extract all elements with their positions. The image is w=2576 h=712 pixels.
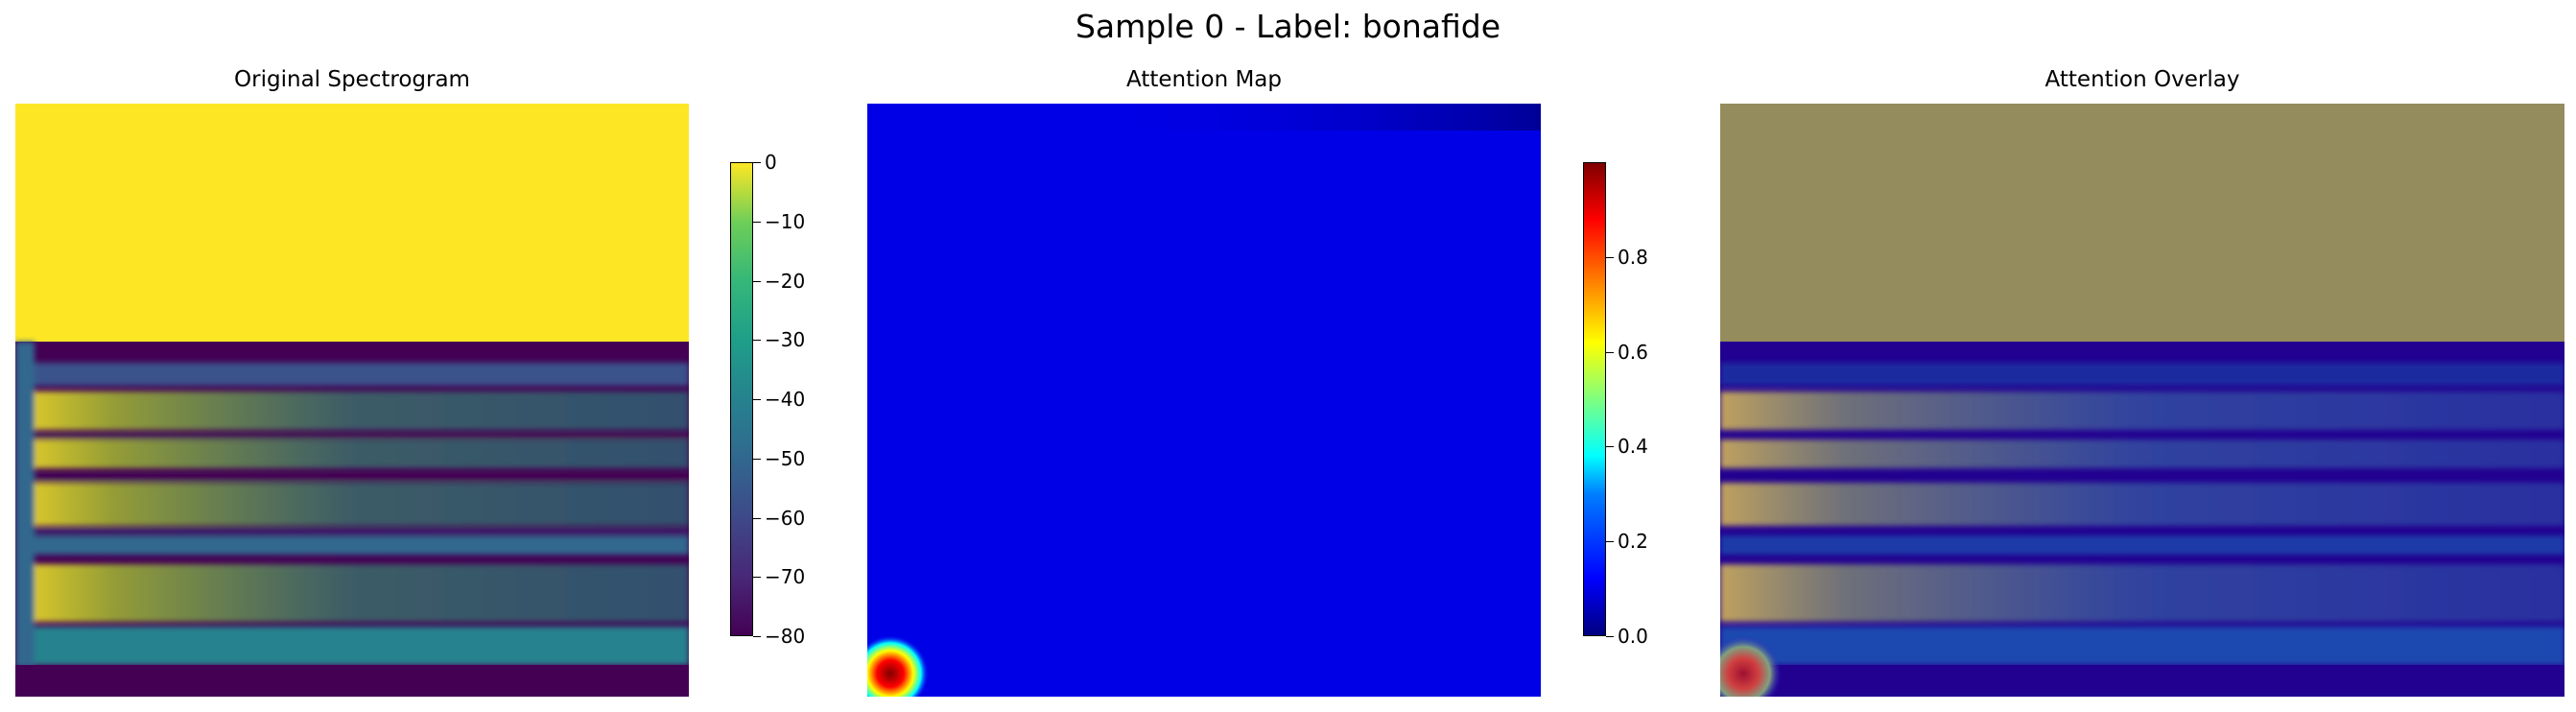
colorbar-spectrogram-tick-label: −40 xyxy=(765,388,806,411)
colorbar-spectrogram-tick-label: −10 xyxy=(765,209,806,233)
panel-title-spectrogram: Original Spectrogram xyxy=(234,67,470,92)
colorbar-spectrogram-tick-label: −70 xyxy=(765,565,806,589)
overlay-image xyxy=(1720,104,2564,697)
colorbar-spectrogram-tick-label: −50 xyxy=(765,446,806,470)
figure-title: Sample 0 - Label: bonafide xyxy=(1075,8,1501,45)
colorbar-spectrogram-tick xyxy=(753,162,761,163)
colorbar-spectrogram-tick xyxy=(753,577,761,579)
colorbar-attention xyxy=(1583,162,1606,636)
colorbar-spectrogram-tick xyxy=(753,340,761,342)
attention-map-image xyxy=(867,104,1541,697)
colorbar-attention-tick-label: 0.8 xyxy=(1618,245,1648,269)
panel-title-overlay: Attention Overlay xyxy=(2044,67,2240,92)
colorbar-spectrogram-tick-label: 0 xyxy=(765,151,777,174)
colorbar-spectrogram-tick-label: −30 xyxy=(765,328,806,352)
colorbar-spectrogram-tick-label: −20 xyxy=(765,269,806,293)
colorbar-attention-tick-label: 0.0 xyxy=(1618,625,1648,648)
colorbar-spectrogram-tick xyxy=(753,636,761,637)
colorbar-attention-tick-label: 0.4 xyxy=(1618,435,1648,459)
colorbar-spectrogram-tick xyxy=(753,517,761,519)
colorbar-spectrogram-tick-label: −80 xyxy=(765,625,806,648)
colorbar-spectrogram-tick xyxy=(753,280,761,282)
panel-title-attention-map: Attention Map xyxy=(1126,67,1282,92)
colorbar-spectrogram-tick xyxy=(753,399,761,400)
colorbar-attention-tick-label: 0.6 xyxy=(1618,340,1648,364)
colorbar-attention-tick xyxy=(1606,256,1614,258)
colorbar-spectrogram-tick-label: −60 xyxy=(765,506,806,530)
colorbar-spectrogram-tick xyxy=(753,458,761,460)
colorbar-attention-tick xyxy=(1606,636,1614,637)
spectrogram-image xyxy=(15,104,689,697)
colorbar-spectrogram-tick xyxy=(753,221,761,223)
colorbar-spectrogram xyxy=(730,162,753,636)
colorbar-attention-tick xyxy=(1606,446,1614,448)
colorbar-attention-tick xyxy=(1606,351,1614,353)
colorbar-attention-tick xyxy=(1606,541,1614,543)
colorbar-attention-tick-label: 0.2 xyxy=(1618,530,1648,554)
